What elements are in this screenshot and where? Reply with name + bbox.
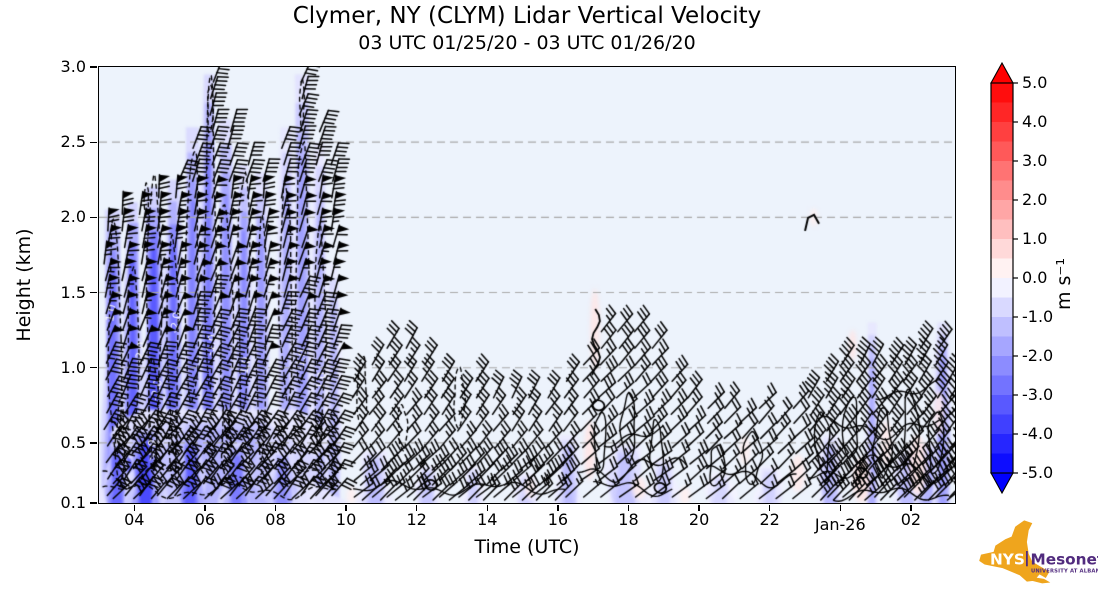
ny-state-icon (979, 520, 1051, 584)
y-tick-label: 1.5 (60, 282, 86, 302)
y-tick-label: 2.0 (60, 207, 86, 227)
colorbar-tick-label: -3.0 (1022, 385, 1054, 404)
x-tick-label: 06 (194, 510, 216, 529)
x-tick-label: 14 (477, 510, 498, 529)
y-tick-label: 2.5 (60, 132, 86, 152)
y-tick-mark (90, 367, 97, 369)
colorbar-tick-label: -5.0 (1022, 463, 1054, 482)
colorbar-tick-label: 3.0 (1022, 151, 1048, 170)
y-tick-mark (90, 141, 97, 143)
plot-canvas (99, 67, 955, 503)
x-tick-label: 08 (265, 510, 286, 529)
colorbar-tick-label: 5.0 (1022, 73, 1048, 92)
x-tick-mark (769, 505, 771, 511)
nys-mesonet-logo: NYS Mesonet UNIVERSITY AT ALBANY (979, 520, 1099, 584)
colorbar-tick-label: 0.0 (1022, 268, 1048, 287)
x-tick-mark (274, 505, 277, 511)
logo-tagline-text: UNIVERSITY AT ALBANY (1031, 569, 1098, 575)
logo-mesonet-text: Mesonet (1031, 551, 1099, 569)
colorbar-tick-label: -2.0 (1022, 346, 1054, 365)
x-tick-label: 20 (688, 510, 710, 529)
x-tick-mark (839, 505, 841, 511)
x-tick-label: 02 (900, 510, 922, 529)
x-tick-mark (416, 505, 418, 511)
colorbar-tick-label: 1.0 (1022, 229, 1048, 248)
y-tick-mark (90, 291, 97, 294)
logo-nys-text: NYS (990, 551, 1025, 569)
x-tick-label: Jan-26 (814, 515, 866, 534)
x-tick-label: 18 (618, 510, 639, 529)
y-tick-label: 0.5 (60, 432, 86, 452)
y-tick-label: 3.0 (60, 57, 86, 76)
y-tick-mark (90, 442, 97, 444)
x-tick-mark (486, 505, 488, 511)
chart-title: Clymer, NY (CLYM) Lidar Vertical Velocit… (292, 3, 762, 29)
x-tick-mark (627, 505, 630, 511)
x-tick-mark (345, 505, 347, 511)
x-tick-mark (557, 505, 559, 511)
y-tick-mark (90, 502, 97, 504)
y-tick-label: 0.1 (60, 493, 86, 512)
x-tick-label: 12 (406, 510, 427, 529)
plot-area (98, 66, 956, 504)
logo-divider (1026, 551, 1028, 567)
colorbar-gradient (990, 61, 1018, 495)
y-tick-mark (90, 216, 97, 219)
y-axis-label: Height (km) (13, 228, 35, 342)
x-tick-label: 10 (335, 510, 357, 529)
y-tick-mark (90, 66, 97, 68)
chart-subtitle: 03 UTC 01/25/20 - 03 UTC 01/26/20 (358, 32, 696, 54)
colorbar-tick-label: 2.0 (1022, 190, 1048, 209)
x-tick-label: 22 (759, 510, 780, 529)
x-tick-mark (133, 505, 135, 511)
colorbar-tick-label: 4.0 (1022, 112, 1048, 131)
colorbar-tick-label: -4.0 (1022, 424, 1054, 443)
colorbar-tick-label: -1.0 (1022, 307, 1054, 326)
x-tick-mark (910, 505, 912, 511)
x-tick-mark (698, 505, 700, 511)
x-tick-label: 16 (547, 510, 569, 529)
x-axis-label: Time (UTC) (474, 536, 580, 558)
x-tick-label: 04 (124, 510, 145, 529)
colorbar-unit-label: m s⁻¹ (1053, 257, 1075, 311)
y-tick-label: 1.0 (60, 357, 86, 377)
x-tick-mark (204, 505, 206, 511)
